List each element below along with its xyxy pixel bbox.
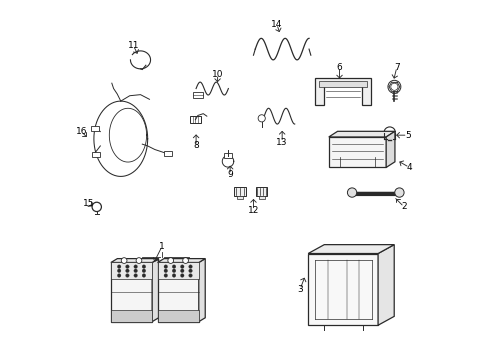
- Circle shape: [172, 274, 176, 277]
- Bar: [234, 187, 245, 196]
- Polygon shape: [328, 137, 386, 167]
- Circle shape: [188, 274, 192, 277]
- Bar: [91, 126, 99, 131]
- Text: 1: 1: [159, 242, 164, 251]
- Circle shape: [117, 269, 121, 273]
- Polygon shape: [157, 258, 205, 262]
- Circle shape: [167, 258, 173, 264]
- Circle shape: [134, 274, 137, 277]
- Circle shape: [387, 80, 400, 93]
- Circle shape: [188, 265, 192, 269]
- Circle shape: [125, 265, 129, 269]
- Text: 10: 10: [211, 70, 223, 79]
- Circle shape: [180, 274, 183, 277]
- Text: 5: 5: [404, 131, 410, 140]
- Circle shape: [136, 258, 142, 264]
- Circle shape: [163, 265, 167, 269]
- Text: 2: 2: [401, 202, 406, 211]
- Circle shape: [163, 269, 167, 273]
- Bar: [224, 153, 231, 158]
- Text: 12: 12: [247, 206, 259, 215]
- Polygon shape: [111, 310, 152, 321]
- Circle shape: [134, 269, 137, 273]
- Circle shape: [183, 258, 188, 264]
- Circle shape: [142, 274, 145, 277]
- Polygon shape: [307, 253, 377, 325]
- Polygon shape: [328, 131, 394, 137]
- Text: 15: 15: [82, 199, 94, 208]
- Polygon shape: [386, 131, 394, 167]
- Polygon shape: [157, 310, 198, 321]
- Circle shape: [125, 269, 129, 273]
- Circle shape: [125, 274, 129, 277]
- Circle shape: [142, 269, 145, 273]
- Polygon shape: [198, 258, 205, 321]
- Circle shape: [394, 188, 403, 197]
- Circle shape: [346, 188, 356, 197]
- Bar: [92, 152, 100, 157]
- Polygon shape: [307, 245, 393, 253]
- Circle shape: [180, 265, 183, 269]
- Text: 13: 13: [276, 138, 287, 147]
- Circle shape: [172, 265, 176, 269]
- Polygon shape: [315, 78, 370, 105]
- Text: 14: 14: [270, 19, 282, 28]
- Polygon shape: [157, 262, 198, 279]
- Bar: [190, 116, 201, 123]
- Text: 7: 7: [393, 63, 399, 72]
- Text: 16: 16: [76, 127, 87, 136]
- Polygon shape: [111, 262, 152, 279]
- Circle shape: [180, 269, 183, 273]
- Text: 3: 3: [297, 285, 303, 294]
- Circle shape: [117, 274, 121, 277]
- Polygon shape: [111, 262, 152, 321]
- Text: 4: 4: [406, 163, 411, 172]
- Bar: [163, 151, 171, 156]
- Circle shape: [134, 265, 137, 269]
- Polygon shape: [152, 258, 158, 321]
- Text: 9: 9: [227, 170, 233, 179]
- Text: 6: 6: [336, 63, 342, 72]
- Text: 8: 8: [193, 141, 199, 150]
- Circle shape: [117, 265, 121, 269]
- Bar: [258, 196, 264, 199]
- Bar: [193, 92, 203, 98]
- Polygon shape: [318, 81, 366, 87]
- Circle shape: [121, 258, 127, 264]
- Bar: [237, 196, 243, 199]
- Polygon shape: [111, 258, 158, 262]
- Circle shape: [258, 115, 265, 122]
- Text: 11: 11: [127, 41, 139, 50]
- Circle shape: [142, 265, 145, 269]
- Circle shape: [172, 269, 176, 273]
- Bar: [255, 187, 267, 196]
- Circle shape: [188, 269, 192, 273]
- Circle shape: [390, 83, 397, 90]
- Polygon shape: [157, 262, 198, 321]
- Polygon shape: [377, 245, 393, 325]
- Circle shape: [163, 274, 167, 277]
